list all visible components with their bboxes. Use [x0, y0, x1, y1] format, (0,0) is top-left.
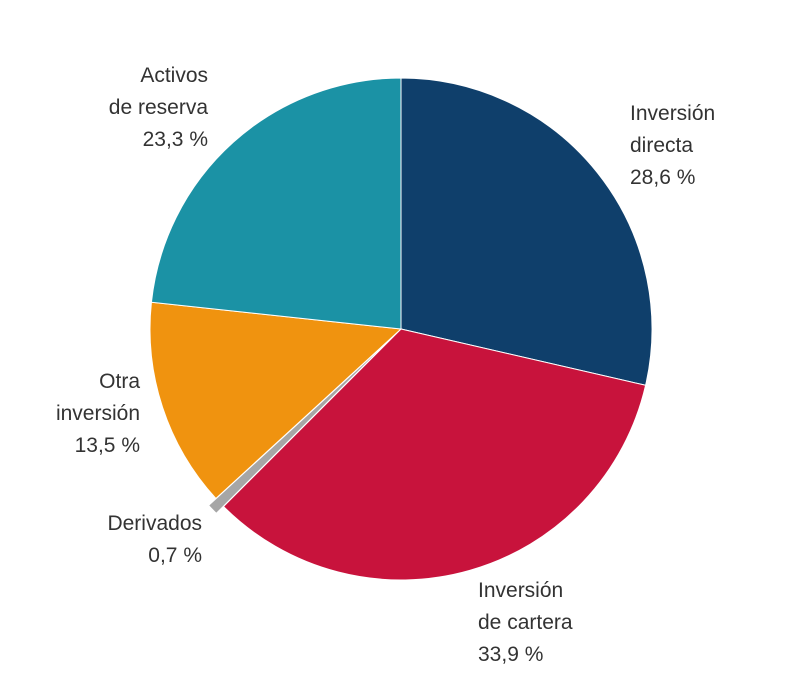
slice-label-line: de reserva	[109, 96, 209, 119]
pie-slice	[150, 77, 402, 330]
slice-label-line: Inversión	[630, 102, 715, 125]
slice-label-line: de cartera	[478, 611, 573, 634]
slice-label: Activos de reserva 23,3 %	[109, 64, 209, 151]
slice-label-line: directa	[630, 134, 693, 157]
pie-labels: Inversión directa 28,6 % Inversión de carter…	[56, 64, 715, 666]
slice-label-line: Otra	[99, 370, 140, 393]
pie-slice	[222, 328, 647, 581]
slice-label: Inversión directa 28,6 %	[630, 102, 715, 189]
slice-label-line: Derivados	[107, 512, 202, 535]
slice-label-line: 13,5 %	[75, 434, 140, 457]
slice-label-line: 28,6 %	[630, 166, 695, 189]
pie-slices	[149, 77, 653, 581]
slice-label-line: Inversión	[478, 579, 563, 602]
slice-label-line: inversión	[56, 402, 140, 425]
slice-label: Otra inversión 13,5 %	[56, 370, 140, 457]
pie-slice	[149, 301, 403, 500]
slice-label: Inversión de cartera 33,9 %	[478, 579, 573, 666]
slice-label-line: 33,9 %	[478, 643, 543, 666]
slice-label-line: Activos	[140, 64, 208, 87]
slice-label: Derivados 0,7 %	[107, 512, 202, 567]
pie-slice	[400, 77, 653, 386]
slice-label-line: 23,3 %	[143, 128, 208, 151]
slice-label-line: 0,7 %	[148, 544, 202, 567]
pie-slice	[207, 335, 395, 515]
